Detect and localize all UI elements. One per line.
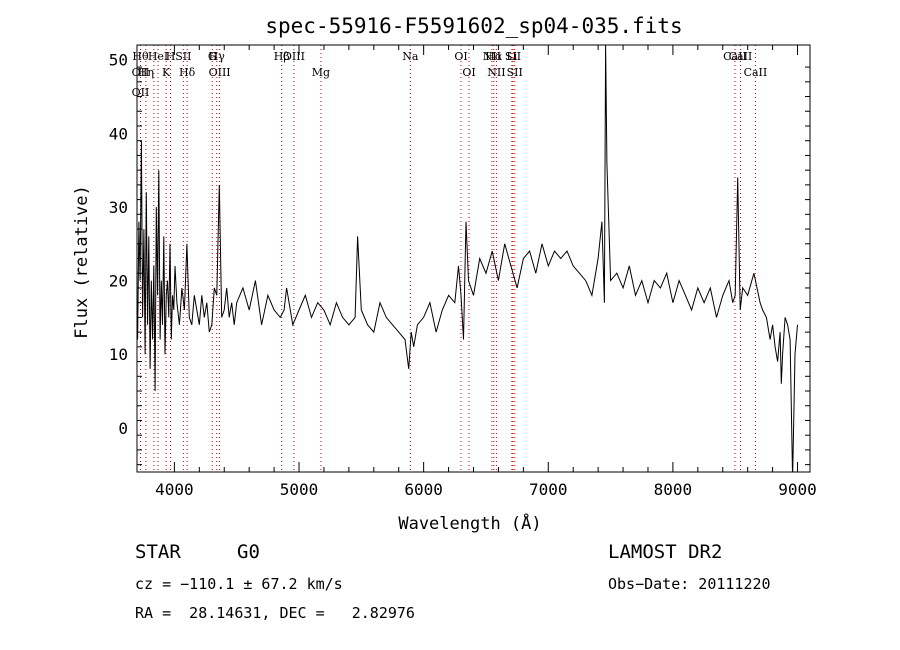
line-marker-label: Hθ [132, 50, 149, 63]
y-tick-label: 0 [118, 419, 128, 438]
line-marker-label: CaII [744, 66, 768, 79]
y-tick-label: 10 [109, 345, 128, 364]
x-tick-label: 8000 [654, 480, 693, 499]
line-marker-label: G [208, 50, 217, 63]
ra-dec: RA = 28.14631, DEC = 2.82976 [135, 604, 415, 622]
line-marker-label: OIII [209, 66, 231, 79]
y-tick-label: 40 [109, 124, 128, 143]
x-tick-label: 6000 [404, 480, 443, 499]
line-marker-label: OII [132, 66, 150, 79]
line-marker-label: OIII [283, 50, 305, 63]
x-tick-label: 4000 [155, 480, 194, 499]
line-marker-label: OII [132, 86, 150, 99]
line-marker-label: Hβ [274, 50, 290, 63]
line-marker-label: HeI [148, 50, 168, 63]
redshift-cz: cz = −110.1 ± 67.2 km/s [135, 575, 343, 593]
line-marker-label: Hα [485, 50, 503, 63]
x-axis-label: Wavelength (Å) [398, 512, 541, 534]
line-marker-label: SII [175, 50, 191, 63]
line-marker-label: Hγ [209, 50, 226, 63]
line-marker-label: Na [402, 50, 419, 63]
observation-date: Obs−Date: 20111220 [608, 575, 771, 593]
x-tick-label: 5000 [280, 480, 319, 499]
spectrum-line [137, 45, 798, 472]
plot-frame [136, 44, 811, 473]
object-subclass: G0 [237, 541, 260, 563]
y-tick-label: 50 [109, 51, 128, 70]
line-marker-label: SII [507, 66, 523, 79]
x-tick-label: 9000 [778, 480, 817, 499]
line-marker-label: OI [462, 66, 475, 79]
line-marker-label: Hδ [179, 66, 196, 79]
line-marker-label: K [162, 66, 171, 79]
axis-tick-labels: 4000 5000 6000 7000 8000 9000 0 10 20 30 40 50 [109, 51, 817, 499]
line-marker-label: H [166, 50, 176, 63]
axis-ticks [137, 45, 810, 472]
x-tick-label: 7000 [529, 480, 568, 499]
y-tick-label: 30 [109, 198, 128, 217]
chart-title: spec-55916-F5591602_sp04-035.fits [265, 14, 682, 38]
spectrum-group [137, 45, 798, 472]
line-marker-label: OI [454, 50, 467, 63]
y-axis-label: Flux (relative) [72, 185, 92, 339]
y-tick-label: 20 [109, 272, 128, 291]
line-marker-label: Mg [312, 66, 330, 79]
line-marker-label: CaII [729, 50, 753, 63]
line-marker-label: NII [487, 66, 505, 79]
line-marker-label: SII [505, 50, 521, 63]
object-class: STAR [135, 541, 181, 563]
survey-name: LAMOST DR2 [608, 541, 723, 563]
line-marker-label: Li [506, 50, 517, 63]
line-marker-label: Hη [138, 66, 154, 79]
